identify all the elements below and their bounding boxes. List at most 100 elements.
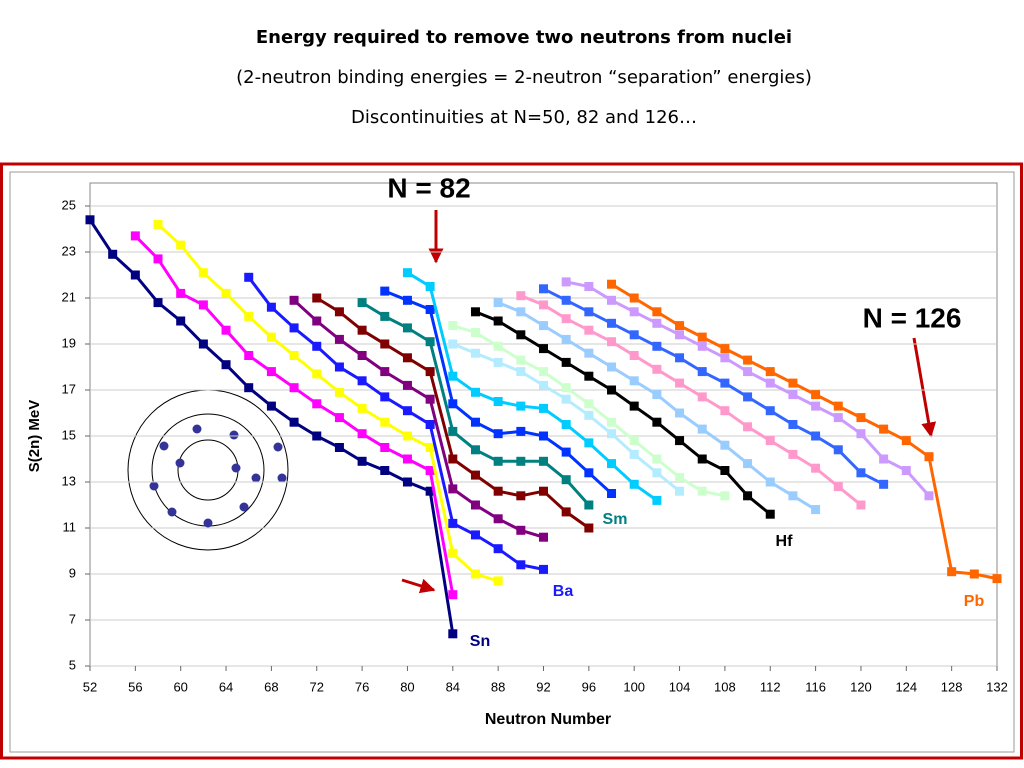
data-point	[221, 325, 231, 335]
data-point	[244, 272, 254, 282]
data-point	[425, 367, 435, 377]
data-point	[584, 399, 594, 409]
data-point	[448, 399, 458, 409]
x-tick-label: 112	[760, 679, 781, 694]
series-line	[88, 218, 455, 635]
data-point	[425, 282, 435, 291]
x-tick-label: 92	[536, 679, 550, 694]
data-point	[380, 466, 390, 475]
data-point	[357, 456, 367, 466]
data-point	[675, 330, 685, 340]
x-tick-label: 100	[623, 679, 645, 694]
data-point	[357, 351, 367, 360]
x-tick-label: 76	[355, 679, 369, 694]
data-point	[584, 523, 594, 533]
y-tick-label: 25	[62, 197, 76, 212]
data-point	[470, 500, 480, 510]
data-point	[266, 401, 276, 411]
y-tick-label: 9	[69, 565, 76, 580]
data-point	[561, 277, 571, 287]
annotation: N = 82	[387, 172, 470, 203]
data-point	[607, 417, 617, 427]
data-point	[629, 293, 639, 303]
data-point	[856, 429, 866, 439]
data-point	[765, 436, 775, 446]
data-point	[312, 431, 322, 441]
data-point	[448, 629, 458, 639]
data-point	[312, 316, 322, 326]
data-point	[402, 477, 412, 487]
data-point	[607, 337, 617, 347]
series-label: Hf	[776, 533, 794, 550]
title: Energy required to remove two neutrons f…	[256, 27, 792, 48]
frame	[0, 162, 1023, 760]
x-tick-label: 108	[714, 679, 736, 694]
data-point	[312, 399, 322, 409]
x-tick-label: 88	[491, 679, 505, 694]
data-point	[493, 486, 503, 496]
series-line	[157, 223, 499, 583]
data-point	[607, 429, 617, 439]
atom-diagram	[127, 389, 289, 551]
data-point	[539, 380, 548, 390]
data-point	[561, 383, 571, 393]
data-point	[493, 357, 503, 367]
data-point	[380, 443, 390, 452]
data-point	[402, 431, 412, 441]
data-point	[697, 341, 707, 351]
data-point	[221, 288, 231, 298]
y-tick-label: 15	[62, 427, 76, 442]
data-point	[539, 431, 548, 441]
x-tick-label: 72	[310, 679, 324, 694]
data-point	[811, 505, 821, 515]
data-point	[380, 311, 390, 321]
data-point	[470, 445, 480, 455]
data-point	[402, 268, 412, 278]
data-point	[675, 321, 685, 331]
data-point	[130, 231, 140, 241]
data-point	[901, 466, 911, 475]
data-point	[130, 270, 140, 280]
series-label: Pb	[964, 593, 985, 610]
data-point	[221, 360, 231, 370]
data-point	[266, 332, 276, 342]
data-point	[992, 574, 1002, 584]
data-point	[334, 334, 344, 344]
data-point	[539, 300, 548, 310]
data-point	[539, 321, 548, 331]
data-point	[697, 367, 707, 377]
data-point	[448, 339, 458, 349]
data-point	[607, 362, 617, 372]
data-point	[561, 475, 571, 485]
data-point	[470, 470, 480, 480]
data-point	[652, 364, 662, 374]
data-point	[448, 371, 458, 381]
data-point	[448, 426, 458, 436]
x-tick-label: 64	[219, 679, 233, 694]
x-tick-label: 104	[669, 679, 691, 694]
data-point	[470, 348, 480, 358]
data-point	[561, 507, 571, 517]
data-point	[765, 367, 775, 377]
y-axis-label: S(2n) MeV	[26, 400, 43, 473]
data-point	[357, 298, 367, 308]
data-point	[629, 307, 639, 317]
data-point	[516, 367, 526, 377]
y-tick-label: 11	[63, 519, 77, 534]
data-point	[629, 479, 639, 489]
y-tick-label: 13	[62, 473, 76, 488]
data-point	[539, 456, 548, 466]
data-point	[448, 518, 458, 528]
data-point	[879, 454, 889, 464]
data-point	[402, 323, 412, 333]
data-point	[697, 454, 707, 464]
data-point	[334, 443, 344, 452]
data-point	[357, 403, 367, 413]
data-point	[312, 341, 322, 351]
data-point	[584, 371, 594, 381]
data-point	[470, 417, 480, 427]
data-point	[516, 456, 526, 466]
x-tick-label: 120	[850, 679, 872, 694]
data-point	[198, 300, 208, 310]
data-point	[402, 406, 412, 416]
